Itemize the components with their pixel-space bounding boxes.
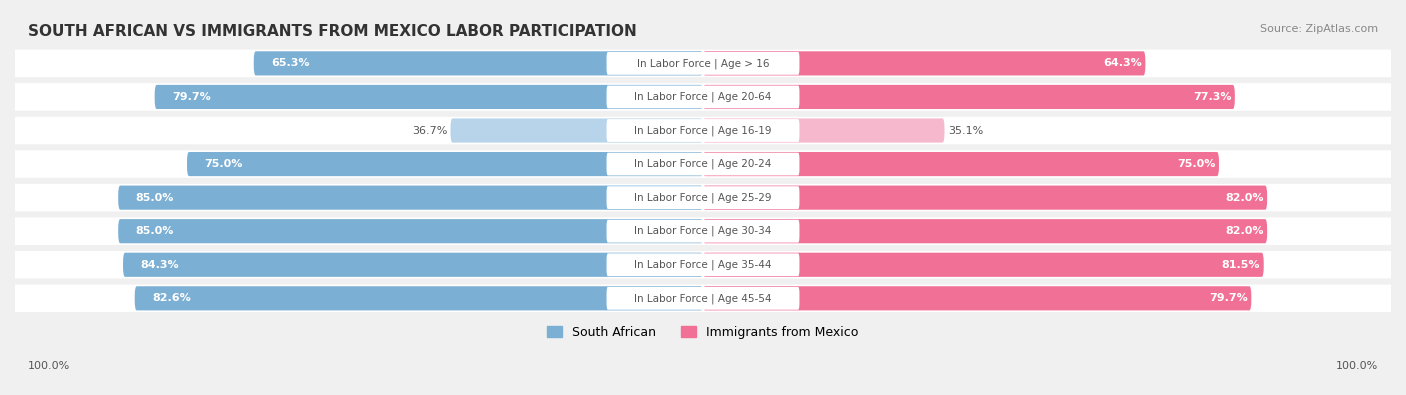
Text: 77.3%: 77.3% [1192,92,1232,102]
FancyBboxPatch shape [703,118,945,143]
FancyBboxPatch shape [155,85,703,109]
Text: 85.0%: 85.0% [135,226,174,236]
Text: 82.0%: 82.0% [1225,226,1264,236]
FancyBboxPatch shape [11,184,1395,211]
Legend: South African, Immigrants from Mexico: South African, Immigrants from Mexico [543,321,863,344]
Text: 79.7%: 79.7% [172,92,211,102]
Text: In Labor Force | Age 45-54: In Labor Force | Age 45-54 [634,293,772,304]
Text: 36.7%: 36.7% [412,126,447,135]
Text: 64.3%: 64.3% [1104,58,1142,68]
Text: In Labor Force | Age 16-19: In Labor Force | Age 16-19 [634,125,772,136]
Text: In Labor Force | Age > 16: In Labor Force | Age > 16 [637,58,769,69]
FancyBboxPatch shape [703,286,1251,310]
Text: 82.6%: 82.6% [152,293,191,303]
FancyBboxPatch shape [606,186,800,209]
Text: 85.0%: 85.0% [135,193,174,203]
FancyBboxPatch shape [11,83,1395,111]
FancyBboxPatch shape [703,186,1267,210]
FancyBboxPatch shape [606,220,800,243]
FancyBboxPatch shape [122,253,703,277]
FancyBboxPatch shape [703,152,1219,176]
FancyBboxPatch shape [11,284,1395,312]
FancyBboxPatch shape [11,251,1395,278]
FancyBboxPatch shape [118,219,703,243]
FancyBboxPatch shape [135,286,703,310]
Text: In Labor Force | Age 30-34: In Labor Force | Age 30-34 [634,226,772,237]
FancyBboxPatch shape [11,50,1395,77]
Text: SOUTH AFRICAN VS IMMIGRANTS FROM MEXICO LABOR PARTICIPATION: SOUTH AFRICAN VS IMMIGRANTS FROM MEXICO … [28,24,637,39]
Text: 100.0%: 100.0% [28,361,70,371]
Text: In Labor Force | Age 20-24: In Labor Force | Age 20-24 [634,159,772,169]
FancyBboxPatch shape [703,51,1146,75]
FancyBboxPatch shape [187,152,703,176]
Text: 35.1%: 35.1% [948,126,983,135]
Text: 75.0%: 75.0% [1177,159,1216,169]
Text: 100.0%: 100.0% [1336,361,1378,371]
FancyBboxPatch shape [703,85,1234,109]
Text: 65.3%: 65.3% [271,58,309,68]
Text: In Labor Force | Age 25-29: In Labor Force | Age 25-29 [634,192,772,203]
FancyBboxPatch shape [606,52,800,75]
FancyBboxPatch shape [606,152,800,175]
Text: Source: ZipAtlas.com: Source: ZipAtlas.com [1260,24,1378,34]
Text: 82.0%: 82.0% [1225,193,1264,203]
FancyBboxPatch shape [606,119,800,142]
FancyBboxPatch shape [606,253,800,276]
FancyBboxPatch shape [11,117,1395,144]
Text: 81.5%: 81.5% [1222,260,1260,270]
FancyBboxPatch shape [11,217,1395,245]
FancyBboxPatch shape [703,253,1264,277]
FancyBboxPatch shape [11,150,1395,178]
Text: 75.0%: 75.0% [204,159,243,169]
Text: In Labor Force | Age 20-64: In Labor Force | Age 20-64 [634,92,772,102]
FancyBboxPatch shape [606,287,800,310]
FancyBboxPatch shape [606,86,800,108]
FancyBboxPatch shape [703,219,1267,243]
FancyBboxPatch shape [253,51,703,75]
FancyBboxPatch shape [450,118,703,143]
Text: 79.7%: 79.7% [1209,293,1249,303]
Text: 84.3%: 84.3% [141,260,179,270]
FancyBboxPatch shape [118,186,703,210]
Text: In Labor Force | Age 35-44: In Labor Force | Age 35-44 [634,260,772,270]
